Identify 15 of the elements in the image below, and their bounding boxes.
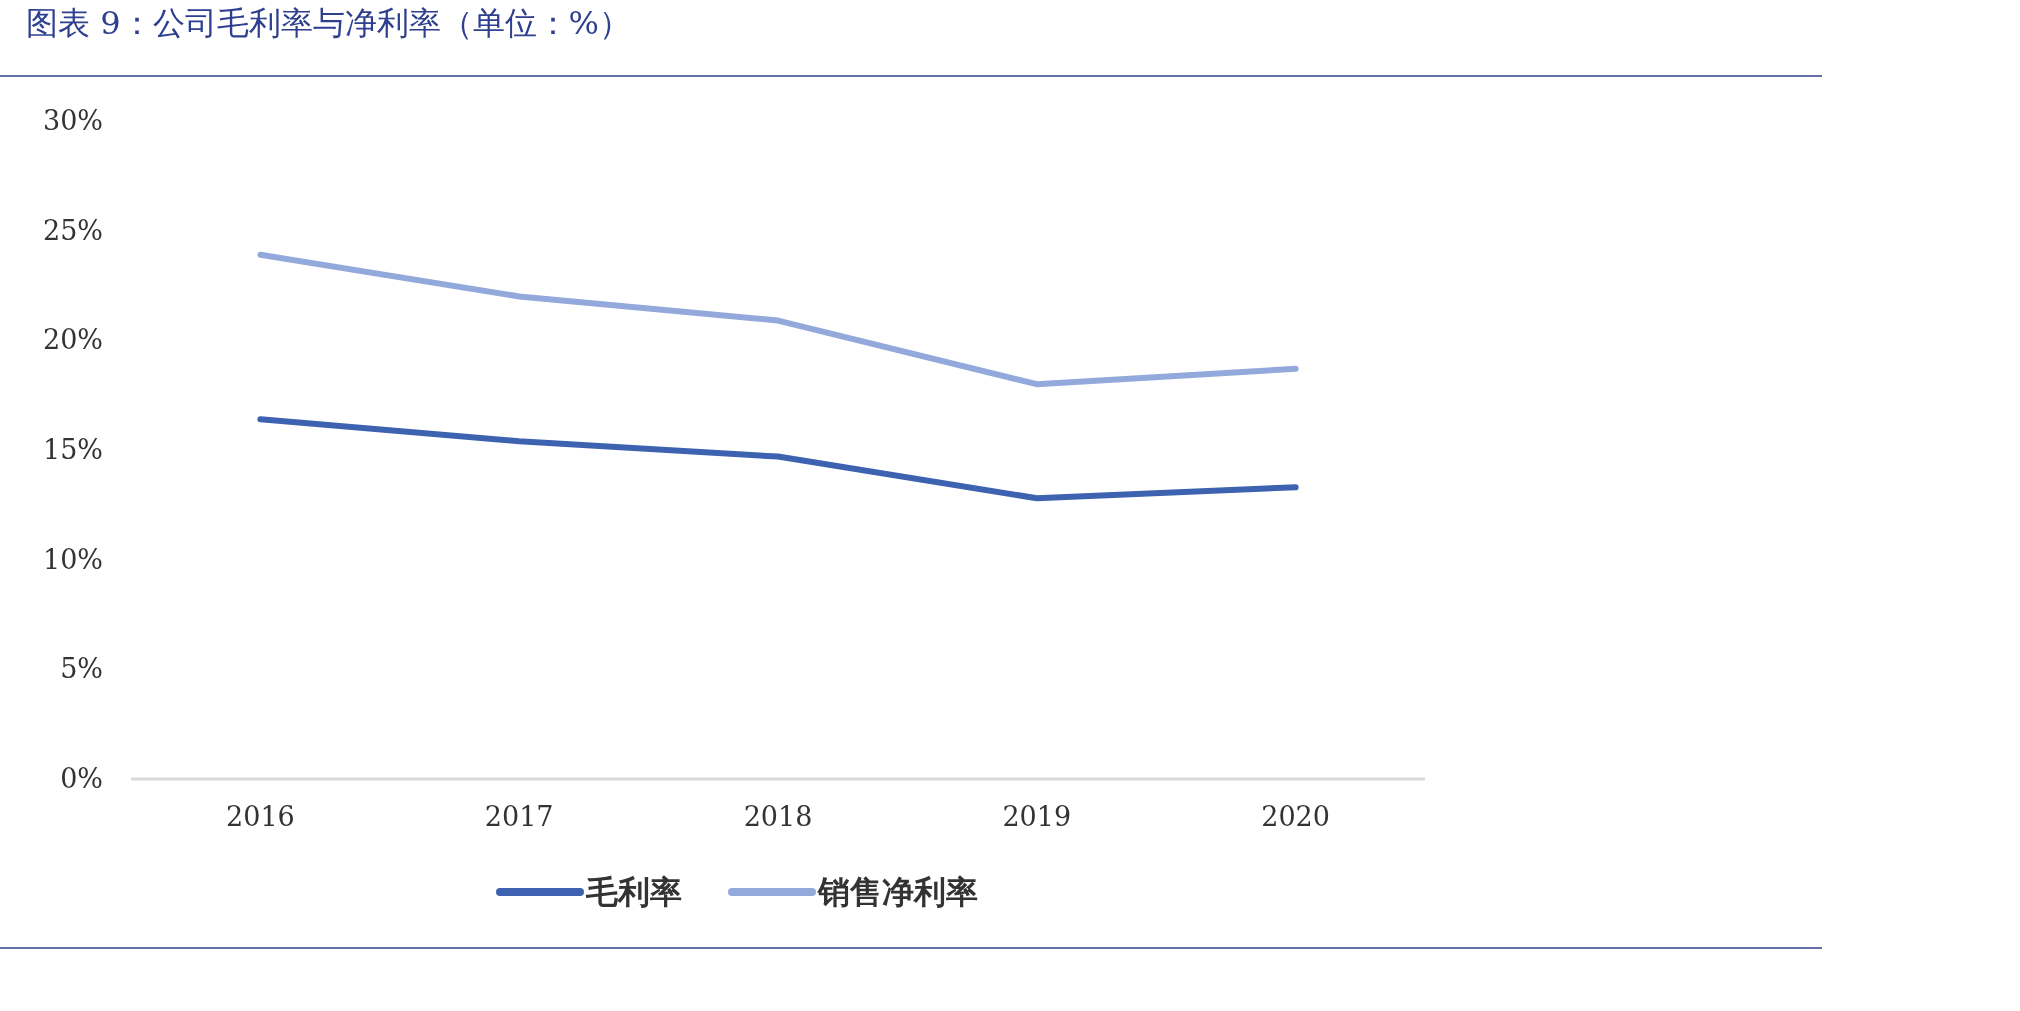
y-tick-label: 15% (42, 434, 103, 465)
x-tick-label: 2019 (1002, 801, 1072, 832)
y-tick-label: 0% (60, 763, 103, 794)
y-tick-label: 25% (42, 214, 103, 246)
legend-label: 毛利率 (585, 873, 682, 911)
y-tick-label: 20% (42, 324, 103, 356)
y-tick-label: 30% (42, 105, 103, 136)
x-tick-label: 2017 (484, 801, 554, 832)
y-tick-label: 5% (60, 653, 103, 685)
x-tick-label: 2020 (1261, 801, 1330, 832)
y-tick-label: 10% (42, 543, 103, 575)
x-tick-label: 2018 (743, 801, 813, 832)
legend-label: 销售净利率 (816, 873, 978, 911)
chart-title: 图表 9：公司毛利率与净利率（单位：%） (26, 4, 631, 42)
x-tick-label: 2016 (226, 801, 295, 832)
